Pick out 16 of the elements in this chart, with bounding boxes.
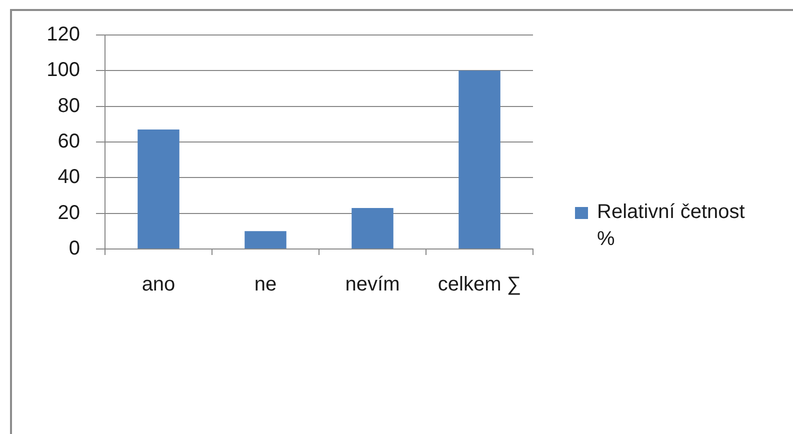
x-tick-label: ano xyxy=(142,274,176,296)
x-tick-label: celkem ∑ xyxy=(438,274,522,296)
y-tick-label: 0 xyxy=(68,238,80,260)
y-tick-label: 120 xyxy=(46,24,80,46)
y-tick-label: 20 xyxy=(58,202,80,224)
x-tick-label: nevím xyxy=(345,274,400,296)
y-tick-label: 80 xyxy=(58,94,80,117)
y-tick-label: 100 xyxy=(46,59,80,82)
legend-label: Relativní četnost % xyxy=(597,200,746,252)
y-tick-label: 60 xyxy=(58,130,80,153)
bar xyxy=(352,208,394,248)
bar xyxy=(138,130,180,248)
x-tick-label: ne xyxy=(254,274,277,296)
bar xyxy=(244,231,286,248)
bar xyxy=(458,70,500,248)
y-tick-label: 40 xyxy=(58,166,80,188)
